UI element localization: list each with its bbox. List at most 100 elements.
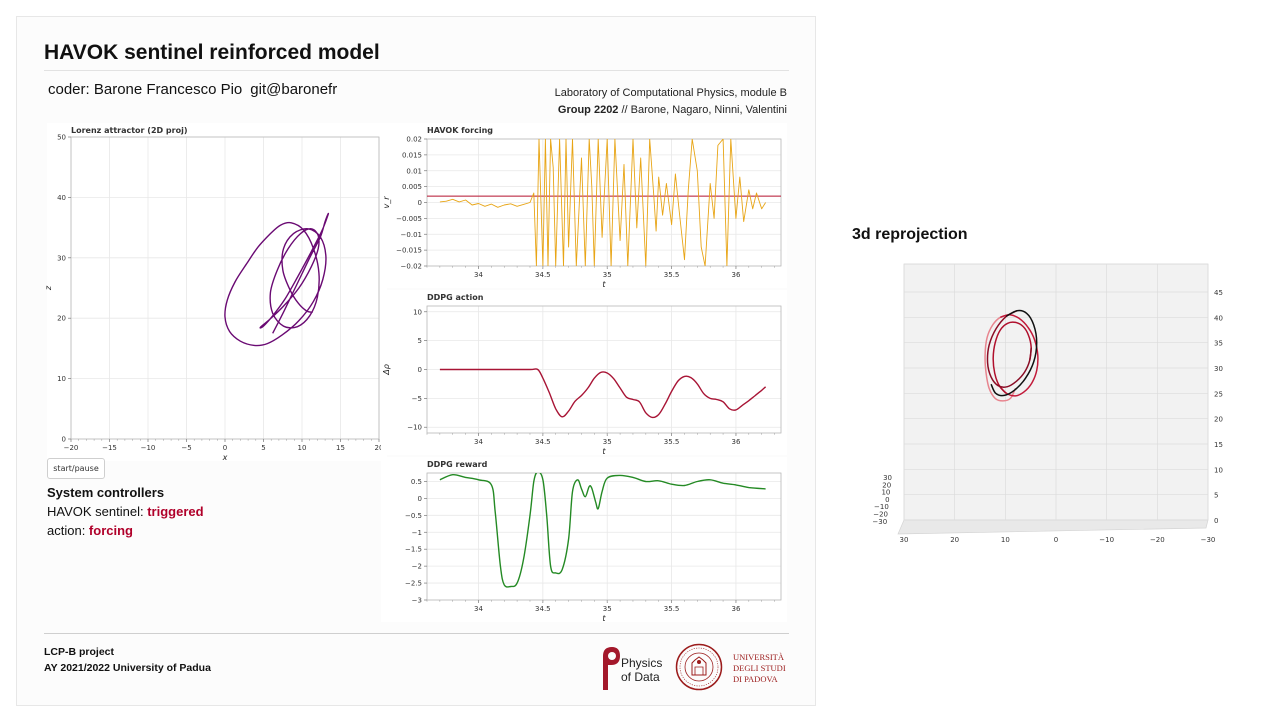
- reprojection-title: 3d reprojection: [852, 226, 968, 243]
- reproj-z-tick-label: 35: [1214, 340, 1223, 348]
- plot-background: [381, 290, 787, 455]
- series-line-action: [439, 368, 767, 419]
- y-tick-label: 10: [413, 308, 422, 316]
- reproj-z-tick-label: 20: [1214, 416, 1223, 424]
- series-group: [224, 212, 330, 347]
- group-members: // Barone, Nagaro, Ninni, Valentini: [618, 104, 787, 116]
- reproj-y-tick-label: −30: [872, 518, 887, 526]
- unipd-line-3: DI PADOVA: [733, 674, 778, 684]
- unipd-text: UNIVERSITÀ DEGLI STUDI DI PADOVA: [733, 652, 786, 685]
- x-tick-label: 36: [731, 271, 740, 279]
- start-pause-button[interactable]: start/pause: [47, 458, 105, 479]
- footer-project: LCP-B project: [44, 646, 115, 658]
- y-tick-label: 50: [57, 134, 66, 142]
- x-axis-label: x: [222, 453, 228, 462]
- plot-title: DDPG action: [427, 293, 484, 302]
- reproj-z-tick-label: 10: [1214, 466, 1223, 474]
- y-tick-label: −2.5: [405, 580, 422, 588]
- x-tick-label: −20: [64, 444, 79, 452]
- reproj-trajectory-segment: [990, 309, 1038, 397]
- y-tick-label: −0.5: [405, 512, 422, 520]
- x-tick-label: 35: [603, 438, 612, 446]
- sentinel-value: triggered: [147, 504, 204, 519]
- plot-title: Lorenz attractor (2D proj): [71, 126, 188, 135]
- reproj-y-tick-label: 30: [883, 474, 892, 482]
- reproj-y-tick-label: 0: [885, 496, 889, 504]
- x-tick-label: −10: [141, 444, 156, 452]
- group-line: Group 2202 // Barone, Nagaro, Ninni, Val…: [555, 102, 787, 119]
- plot-background: [47, 123, 387, 461]
- x-axis-label: t: [602, 280, 606, 289]
- reproj-grid: [903, 264, 1209, 521]
- reproj-trajectory-segment: [984, 314, 1017, 402]
- x-tick-label: 34.5: [535, 438, 551, 446]
- title-divider: [44, 70, 789, 71]
- pod-line-2: of Data: [621, 670, 660, 684]
- x-tick-label: 35: [603, 271, 612, 279]
- pod-line-1: Physics: [621, 656, 663, 670]
- reproj-x-tick-label: 10: [1001, 536, 1010, 544]
- x-tick-label: 35: [603, 605, 612, 613]
- sentinel-status: HAVOK sentinel: triggered: [47, 504, 204, 519]
- reproj-z-tick-label: 0: [1214, 517, 1218, 525]
- y-tick-label: 20: [57, 315, 66, 323]
- x-axis-label: t: [602, 614, 606, 623]
- series-group: [427, 139, 781, 266]
- reproj-x-tick-label: −30: [1201, 536, 1216, 544]
- lorenz-plot: Lorenz attractor (2D proj) −20 −15 −10 −5 0 5 1…: [44, 123, 387, 462]
- plot-title: DDPG reward: [427, 460, 488, 469]
- y-tick-label: −1: [412, 529, 422, 537]
- x-tick-label: 36: [731, 605, 740, 613]
- sentinel-label: HAVOK sentinel:: [47, 504, 148, 519]
- y-tick-label: 30: [57, 254, 66, 262]
- x-tick-label: 34: [474, 438, 483, 446]
- x-tick-label: 15: [336, 444, 345, 452]
- action-status: action: forcing: [47, 523, 133, 538]
- plot-title: HAVOK forcing: [427, 126, 493, 135]
- y-axis-label: v_r: [382, 196, 391, 209]
- x-tick-label: −5: [181, 444, 191, 452]
- x-tick-label: 35.5: [664, 438, 680, 446]
- footer: LCP-B project AY 2021/2022 University of…: [44, 644, 211, 676]
- lab-info: Laboratory of Computational Physics, mod…: [555, 85, 787, 119]
- lab-line: Laboratory of Computational Physics, mod…: [554, 87, 787, 99]
- footer-divider: [44, 633, 789, 634]
- y-tick-label: 0.5: [411, 478, 422, 486]
- plot-frame: [426, 472, 782, 601]
- unipd-line-2: DEGLI STUDI: [733, 663, 786, 673]
- x-tick-label: 34: [474, 271, 483, 279]
- page-title: HAVOK sentinel reinforced model: [44, 41, 380, 64]
- x-tick-label: 36: [731, 438, 740, 446]
- x-tick-label: 20: [375, 444, 384, 452]
- reproj-trajectory-segment: [998, 314, 1039, 397]
- physics-of-data-text: Physics of Data: [621, 656, 662, 684]
- y-tick-label: 0: [418, 366, 422, 374]
- x-tick-label: 34: [474, 605, 483, 613]
- reproj-z-tick-label: 25: [1214, 390, 1223, 398]
- y-tick-label: −3: [412, 597, 422, 605]
- reproj-z-tick-label: 40: [1214, 314, 1223, 322]
- y-tick-label: −5: [412, 395, 422, 403]
- action-plot: DDPG action 34 34.5 35 35.5 36 −10 −5 0 5 10 t Δρ: [381, 290, 787, 456]
- x-tick-label: 5: [261, 444, 265, 452]
- plot-background: [381, 457, 787, 622]
- action-value: forcing: [88, 523, 133, 538]
- reproj-x-tick-label: 20: [950, 536, 959, 544]
- reproj-trajectory-segment: [986, 310, 1032, 388]
- y-tick-label: 0: [62, 436, 66, 444]
- dashboard-panel: HAVOK sentinel reinforced model coder: B…: [16, 16, 816, 706]
- y-axis-label: z: [44, 285, 53, 291]
- x-axis-label: t: [602, 447, 606, 456]
- x-tick-label: 0: [223, 444, 227, 452]
- action-label: action:: [47, 523, 89, 538]
- reproj-trajectory-segment: [992, 321, 1032, 394]
- reproj-y-tick-label: 10: [881, 489, 890, 497]
- reproj-z-tick-label: 30: [1214, 365, 1223, 373]
- physics-of-data-logo-icon: [603, 647, 620, 690]
- y-tick-label: 10: [57, 375, 66, 383]
- reproj-x-tick-label: 30: [900, 536, 909, 544]
- y-tick-label: 0.015: [402, 151, 422, 159]
- y-tick-label: −0.005: [396, 215, 422, 223]
- x-tick-label: 10: [298, 444, 307, 452]
- series-group: [439, 368, 767, 419]
